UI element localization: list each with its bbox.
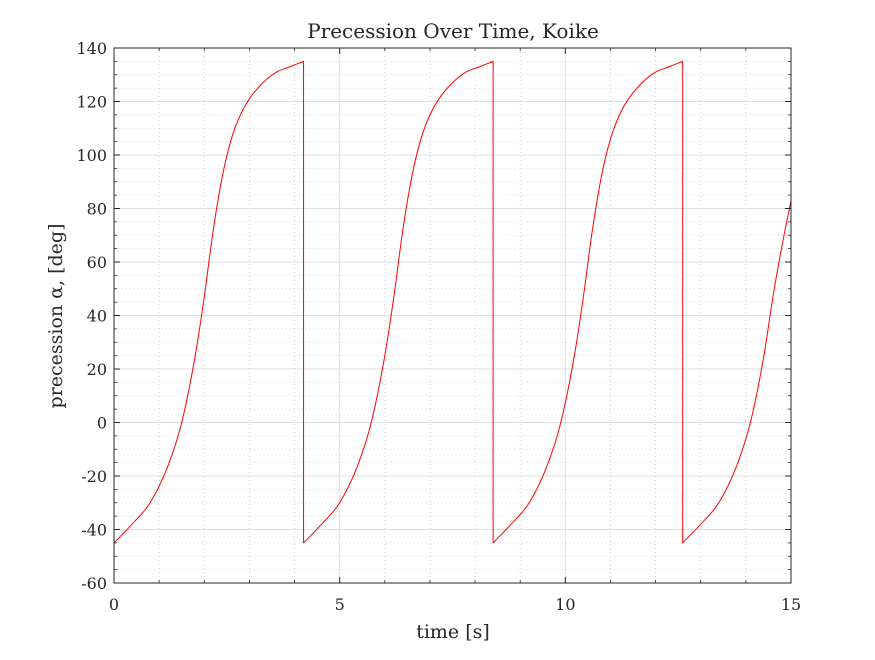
y-tick-label: 80 (87, 200, 107, 219)
y-tick-label: -40 (81, 521, 107, 540)
series-layer (113, 60, 792, 544)
y-tick-label: 100 (76, 146, 107, 165)
y-tick-label: 20 (87, 360, 107, 379)
y-tick-label: -20 (81, 467, 107, 486)
y-tick-label: 120 (76, 93, 107, 112)
x-tick-label: 5 (335, 595, 345, 614)
series-line (113, 60, 792, 544)
chart-title: Precession Over Time, Koike (307, 19, 599, 43)
x-axis-label: time [s] (416, 621, 490, 643)
y-tick-label: 60 (87, 253, 107, 272)
y-tick-label: 0 (97, 414, 107, 433)
y-tick-label: 40 (87, 307, 107, 326)
x-tick-label: 15 (781, 595, 801, 614)
y-tick-labels: -60 -40 -20 0 20 40 60 80 100 120 140 (76, 39, 107, 593)
y-tick-label: 140 (76, 39, 107, 58)
minor-grid (114, 48, 791, 583)
ticks-layer (113, 47, 792, 584)
x-tick-label: 10 (555, 595, 575, 614)
major-grid (113, 47, 792, 584)
x-tick-label: 0 (109, 595, 119, 614)
y-tick-label: -60 (81, 574, 107, 593)
x-tick-labels: 0 5 10 15 (109, 595, 801, 614)
y-axis-label: precession α, [deg] (45, 224, 67, 409)
